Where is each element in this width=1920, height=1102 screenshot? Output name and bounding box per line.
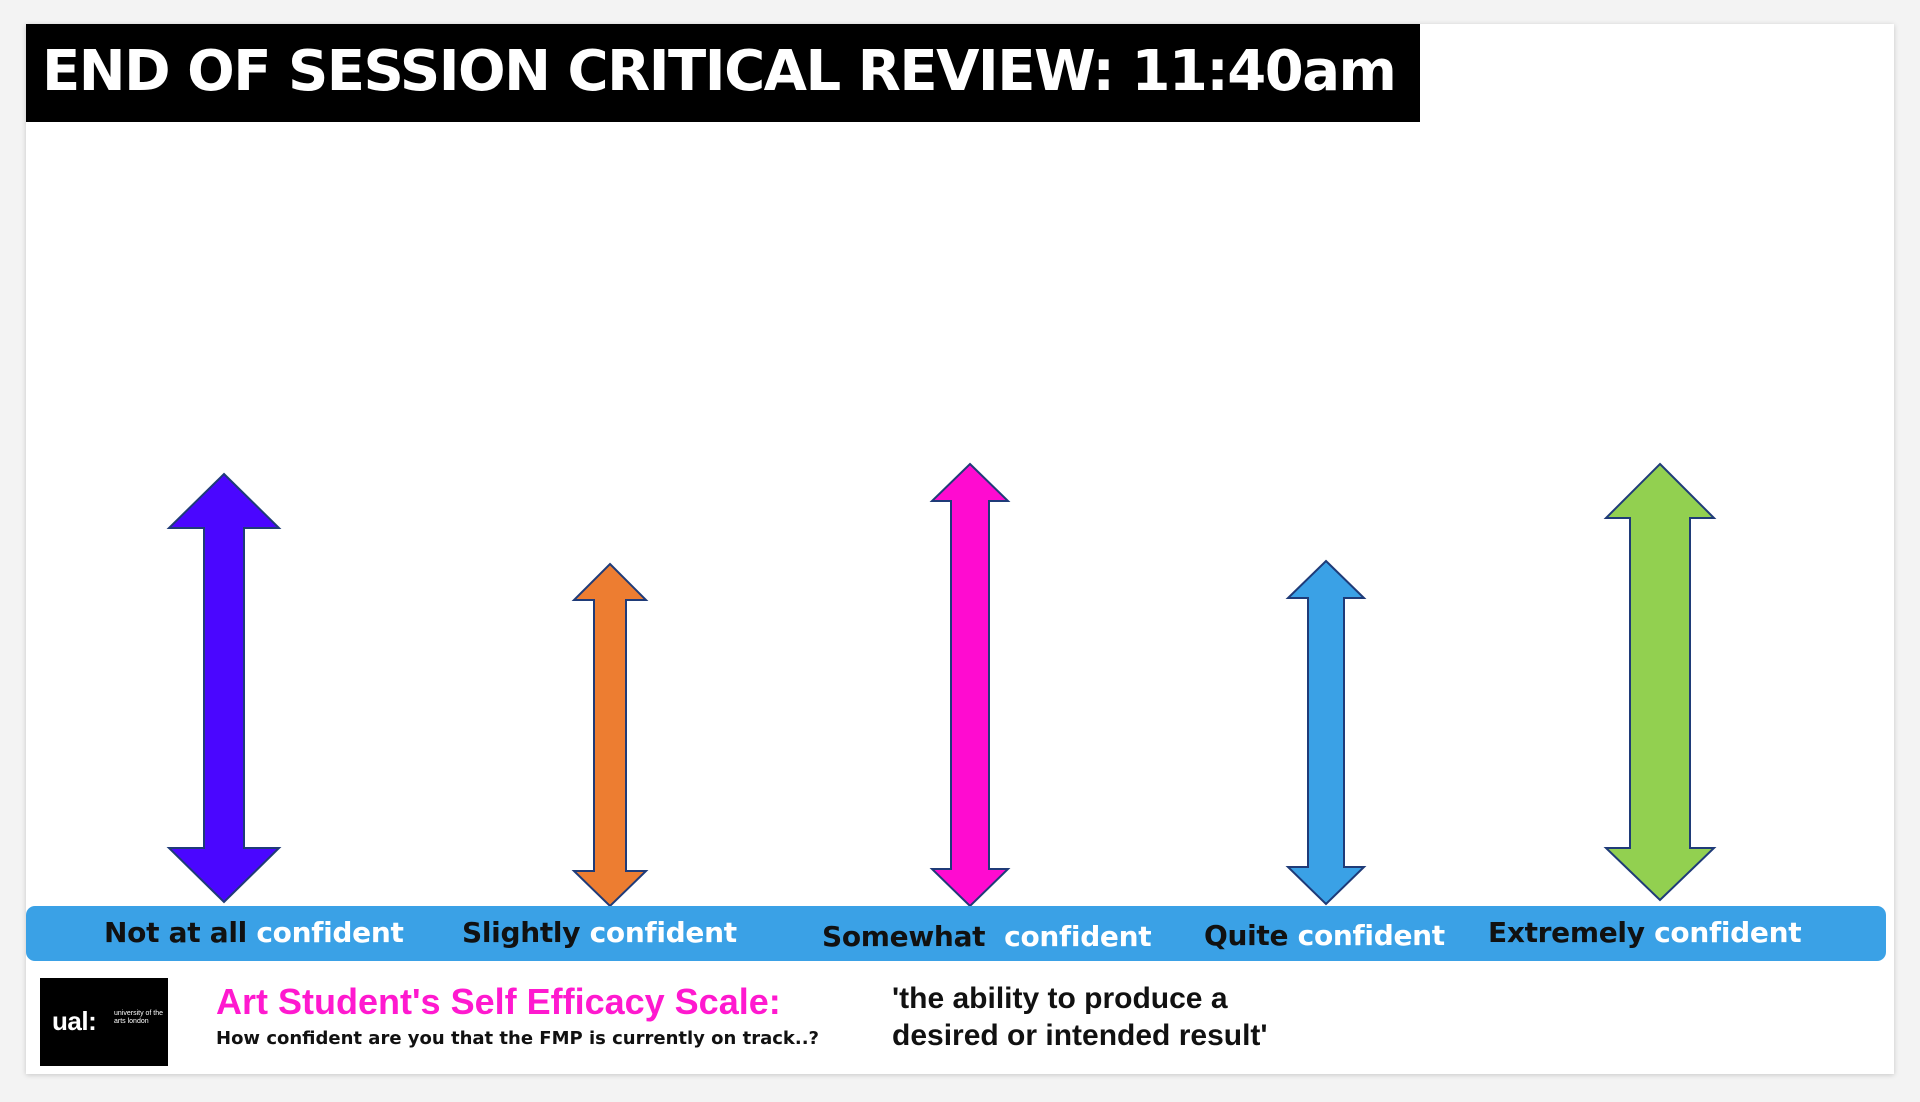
arrow-somewhat-icon [929,462,1011,908]
arrow-extremely-icon [1603,462,1717,902]
arrow-slightly-icon [571,562,649,908]
scale-label-extremely: Extremely confident [1488,916,1802,949]
scale-question: How confident are you that the FMP is cu… [216,1028,819,1049]
logo-subtext: university of the arts london [114,1010,164,1025]
definition-quote: 'the ability to produce a desired or int… [892,982,1268,1052]
slide-title: END OF SESSION CRITICAL REVIEW: 11:40am [42,39,1397,104]
scale-label-not-at-all: Not at all confident [104,916,404,949]
confidence-scale-bar: Not at all confident Slightly confident … [26,906,1886,961]
ual-logo: ual: university of the arts london [40,978,168,1066]
scale-title: Art Student's Self Efficacy Scale: [216,981,781,1022]
arrow-not-at-all-icon [166,472,282,904]
scale-label-quite: Quite confident [1204,919,1445,952]
title-bar: END OF SESSION CRITICAL REVIEW: 11:40am [26,24,1420,122]
arrow-quite-icon [1285,559,1367,906]
arrows-area [166,462,1717,908]
scale-label-slightly: Slightly confident [462,916,737,949]
scale-label-somewhat: Somewhat confident [822,920,1152,953]
slide: END OF SESSION CRITICAL REVIEW: 11:40am … [26,24,1894,1074]
logo-wordmark: ual: [52,1006,97,1036]
